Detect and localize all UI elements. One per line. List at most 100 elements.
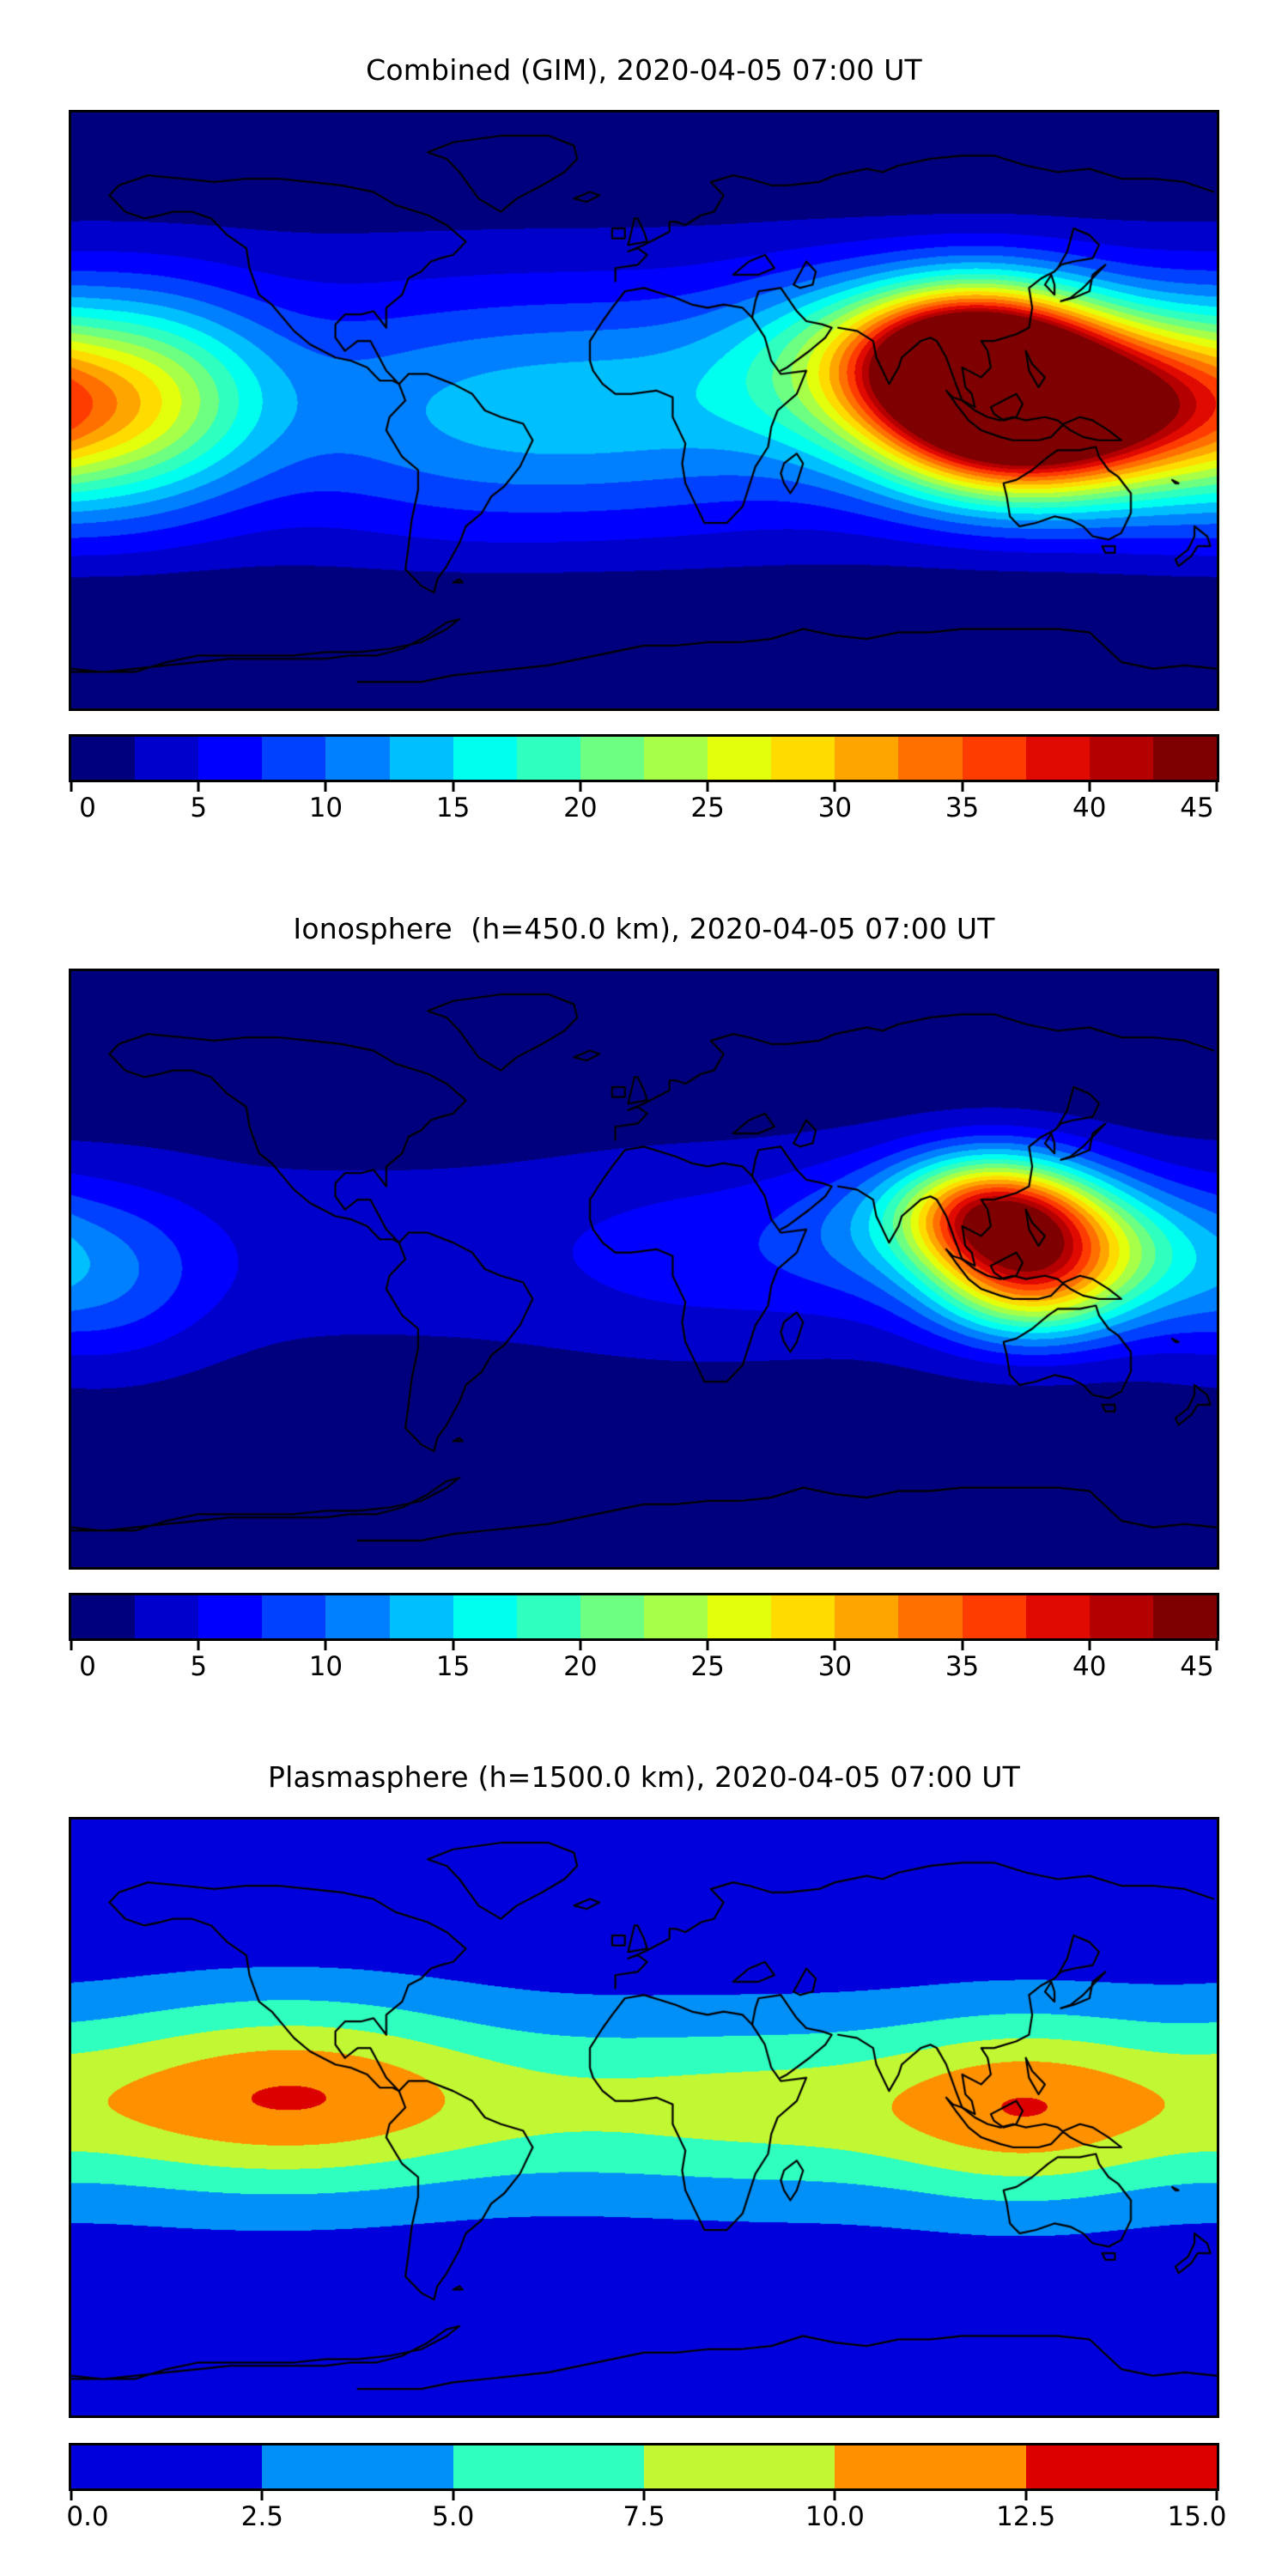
colorbar-segment bbox=[516, 737, 580, 780]
colorbar-tick-label: 40 bbox=[1072, 793, 1107, 823]
colorbar-tick bbox=[961, 1641, 964, 1650]
colorbar-tick bbox=[1215, 2491, 1218, 2500]
colorbar-segment bbox=[71, 2445, 263, 2488]
panel-combined: Combined (GIM), 2020-04-05 07:00 UT 0 5 10… bbox=[0, 0, 1288, 859]
colorbar-tick-label: 12.5 bbox=[996, 2501, 1056, 2532]
colorbar-tick bbox=[833, 782, 836, 792]
colorbar-segment bbox=[1025, 737, 1090, 780]
colorbar-segment bbox=[262, 737, 326, 780]
colorbar-segment bbox=[708, 737, 772, 780]
colorbar-tick-label: 7.5 bbox=[623, 2501, 665, 2532]
colorbar-segment bbox=[198, 1595, 263, 1638]
colorbar-tick bbox=[706, 1641, 709, 1650]
colorbar-segment bbox=[453, 1595, 517, 1638]
colorbar-tick bbox=[579, 1641, 582, 1650]
colorbar-segment bbox=[1152, 1595, 1217, 1638]
panel-title-plasmasphere: Plasmasphere (h=1500.0 km), 2020-04-05 0… bbox=[268, 1760, 1020, 1794]
colorbar-tick bbox=[260, 2491, 264, 2500]
colorbar-segment bbox=[389, 1595, 453, 1638]
colorbar-tick bbox=[452, 2491, 455, 2500]
map-canvas-ionosphere bbox=[71, 971, 1217, 1567]
panel-plasmasphere: Plasmasphere (h=1500.0 km), 2020-04-05 0… bbox=[0, 1726, 1288, 2576]
colorbar-tick-label: 0.0 bbox=[66, 2501, 109, 2532]
colorbar-tick bbox=[70, 1641, 73, 1650]
colorbar-tick bbox=[961, 782, 964, 792]
colorbar-segment bbox=[1025, 2445, 1217, 2488]
colorbar-tick-label: 10 bbox=[308, 793, 343, 823]
colorbar-tick bbox=[197, 1641, 200, 1650]
colorbar-segment bbox=[643, 1595, 708, 1638]
colorbar-tick bbox=[579, 782, 582, 792]
map-canvas-plasmasphere bbox=[71, 1820, 1217, 2415]
colorbar-segment bbox=[262, 1595, 326, 1638]
colorbar-segment bbox=[1089, 1595, 1153, 1638]
colorbar-segment bbox=[898, 1595, 963, 1638]
colorbar-segment bbox=[835, 1595, 899, 1638]
colorbar-segment bbox=[71, 1595, 136, 1638]
colorbar-tick-label: 35 bbox=[945, 1651, 980, 1682]
colorbar-segment bbox=[962, 737, 1026, 780]
colorbar-tick bbox=[1215, 782, 1218, 792]
colorbar-segment bbox=[389, 737, 453, 780]
colorbar-ticks-combined: 0 5 10 15 20 25 30 35 40 45 bbox=[69, 782, 1219, 825]
colorbar-tick-label: 40 bbox=[1072, 1651, 1107, 1682]
map-plasmasphere bbox=[69, 1817, 1219, 2418]
colorbar-tick bbox=[833, 1641, 836, 1650]
colorbar-tick-label: 15.0 bbox=[1167, 2501, 1227, 2532]
colorbar-tick bbox=[1215, 1641, 1218, 1650]
colorbar-segment bbox=[771, 1595, 835, 1638]
colorbar-strip-combined bbox=[69, 734, 1219, 782]
panel-ionosphere: Ionosphere (h=450.0 km), 2020-04-05 07:0… bbox=[0, 859, 1288, 1726]
colorbar-tick bbox=[452, 782, 455, 792]
colorbar-tick bbox=[197, 782, 200, 792]
colorbar-segment bbox=[1089, 737, 1153, 780]
colorbar-tick-label: 0 bbox=[79, 793, 96, 823]
colorbar-tick bbox=[706, 782, 709, 792]
colorbar-tick bbox=[452, 1641, 455, 1650]
colorbar-tick bbox=[324, 1641, 327, 1650]
colorbar-tick-label: 15 bbox=[435, 793, 471, 823]
colorbar-plasmasphere: 0.0 2.5 5.0 7.5 10.0 12.5 15.0 bbox=[66, 2443, 1227, 2532]
colorbar-segment bbox=[135, 1595, 199, 1638]
colorbar-tick-label: 10 bbox=[308, 1651, 343, 1682]
colorbar-tick-label: 5 bbox=[190, 793, 208, 823]
colorbar-tick-label: 45 bbox=[1180, 793, 1214, 823]
colorbar-segment bbox=[71, 737, 136, 780]
colorbar-tick-label: 20 bbox=[563, 793, 598, 823]
colorbar-tick bbox=[1088, 1641, 1091, 1650]
colorbar-segment bbox=[1152, 737, 1217, 780]
colorbar-segment bbox=[835, 737, 899, 780]
colorbar-segment bbox=[708, 1595, 772, 1638]
colorbar-tick-label: 25 bbox=[690, 1651, 725, 1682]
colorbar-segment bbox=[135, 737, 199, 780]
colorbar-tick bbox=[833, 2491, 836, 2500]
colorbar-tick-label: 2.5 bbox=[240, 2501, 283, 2532]
colorbar-segment bbox=[898, 737, 963, 780]
map-ionosphere bbox=[69, 969, 1219, 1570]
colorbar-tick-label: 15 bbox=[435, 1651, 471, 1682]
colorbar-ionosphere: 0 5 10 15 20 25 30 35 40 45 bbox=[69, 1593, 1219, 1682]
colorbar-tick bbox=[1024, 2491, 1028, 2500]
colorbar-tick-label: 45 bbox=[1180, 1651, 1214, 1682]
colorbar-tick-label: 5.0 bbox=[432, 2501, 475, 2532]
colorbar-segment bbox=[771, 737, 835, 780]
panel-title-combined: Combined (GIM), 2020-04-05 07:00 UT bbox=[366, 53, 922, 87]
colorbar-tick bbox=[70, 2491, 73, 2500]
panel-title-ionosphere: Ionosphere (h=450.0 km), 2020-04-05 07:0… bbox=[293, 912, 995, 945]
colorbar-segment bbox=[516, 1595, 580, 1638]
colorbar-segment bbox=[643, 2445, 835, 2488]
colorbar-segment bbox=[1025, 1595, 1090, 1638]
colorbar-tick-label: 5 bbox=[190, 1651, 208, 1682]
colorbar-tick-label: 25 bbox=[690, 793, 725, 823]
colorbar-segment bbox=[580, 737, 644, 780]
colorbar-strip-ionosphere bbox=[69, 1593, 1219, 1641]
colorbar-tick bbox=[70, 782, 73, 792]
colorbar-segment bbox=[262, 2445, 453, 2488]
colorbar-segment bbox=[453, 737, 517, 780]
colorbar-tick bbox=[324, 782, 327, 792]
colorbar-segment bbox=[835, 2445, 1026, 2488]
map-canvas-combined bbox=[71, 112, 1217, 708]
colorbar-segment bbox=[325, 1595, 390, 1638]
colorbar-segment bbox=[198, 737, 263, 780]
colorbar-ticks-plasmasphere: 0.0 2.5 5.0 7.5 10.0 12.5 15.0 bbox=[66, 2491, 1227, 2534]
